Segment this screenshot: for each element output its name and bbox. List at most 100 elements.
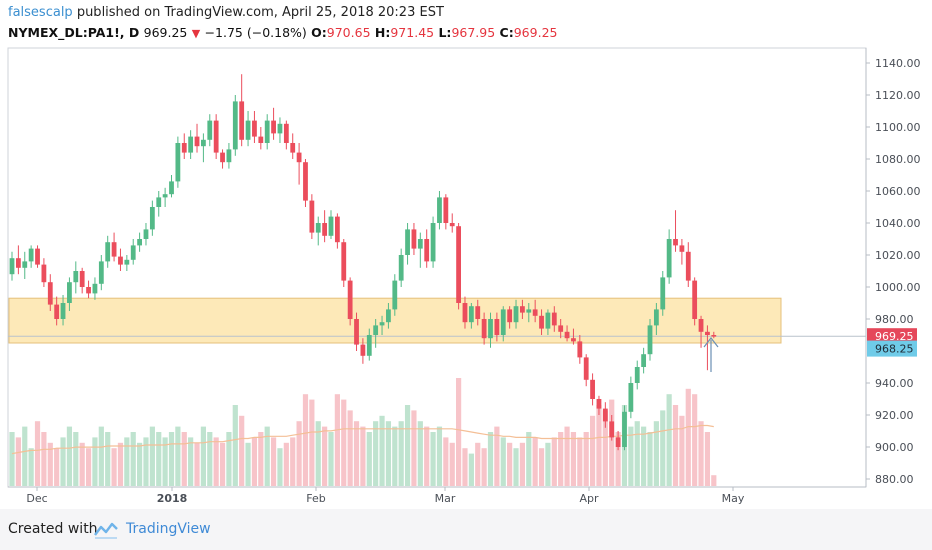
- secondary-price-tag-label: 968.25: [875, 343, 914, 356]
- candles-layer: [9, 74, 717, 451]
- candle: [520, 299, 525, 319]
- candle-body: [577, 341, 583, 358]
- candle: [500, 306, 506, 342]
- last-price-tag-label: 969.25: [875, 330, 914, 343]
- candle-body: [290, 143, 296, 153]
- candle-body: [602, 408, 608, 422]
- price-tick-label: 900.00: [875, 441, 914, 454]
- candle: [456, 223, 461, 310]
- volume-bar: [245, 442, 251, 486]
- candle-body: [545, 312, 551, 329]
- candle: [156, 191, 162, 217]
- candle-body: [679, 245, 685, 252]
- volume-bar: [532, 437, 538, 486]
- price-tick-label: 940.00: [875, 377, 914, 390]
- volume-bar: [641, 426, 647, 486]
- candle-body: [360, 344, 366, 356]
- volume-bar: [309, 399, 315, 486]
- candle-body: [449, 223, 455, 227]
- volume-bar: [436, 426, 443, 486]
- candle-body: [28, 248, 34, 262]
- candle: [685, 242, 691, 287]
- candle: [60, 295, 66, 326]
- volume-bar: [558, 432, 564, 486]
- candle-body: [271, 120, 276, 134]
- volume-bar: [628, 426, 634, 486]
- candle: [583, 354, 589, 387]
- price-tick-label: 920.00: [875, 409, 914, 422]
- candle-body: [341, 242, 347, 281]
- candle: [334, 213, 340, 249]
- symbol-label: NYMEX_DL:PA1!, D: [8, 25, 140, 40]
- candle: [398, 248, 404, 287]
- candle-body: [67, 282, 72, 303]
- candle-body: [15, 258, 21, 268]
- open-value: 970.65: [326, 25, 371, 40]
- candle-body: [258, 136, 264, 143]
- price-chart[interactable]: 1140.00 1120.00 1100.00 1080.00 1060.00 1040.…: [0, 0, 932, 509]
- candle-body: [462, 303, 468, 323]
- price-tick-label: 880.00: [875, 473, 914, 486]
- volume-bar: [385, 421, 392, 486]
- candle: [143, 223, 149, 246]
- price-tick-label: 1040.00: [875, 217, 921, 230]
- candle-body: [379, 322, 385, 326]
- volume-bar: [430, 432, 436, 486]
- time-tick-label: Dec: [26, 492, 47, 505]
- volume-bar: [404, 405, 411, 486]
- volume-bar: [277, 448, 283, 486]
- candle: [296, 143, 302, 185]
- candle-body: [539, 315, 544, 329]
- candle: [181, 133, 187, 159]
- candle: [322, 210, 328, 243]
- candle: [264, 114, 270, 150]
- volume-bar: [475, 442, 481, 486]
- candle-body: [239, 101, 245, 140]
- volume-bar: [449, 442, 455, 486]
- volume-bar: [672, 405, 679, 486]
- volume-bar: [609, 399, 615, 486]
- candle: [468, 303, 474, 329]
- volume-bar: [360, 426, 366, 486]
- candle: [188, 130, 194, 159]
- candle: [602, 402, 608, 428]
- candle: [175, 136, 181, 188]
- open-label: O:: [311, 25, 327, 40]
- candle-body: [322, 223, 328, 236]
- tradingview-brand-link[interactable]: TradingView: [126, 521, 211, 537]
- candle-body: [417, 239, 423, 249]
- candle-body: [653, 309, 659, 326]
- candle-body: [354, 319, 359, 345]
- candle: [41, 258, 47, 287]
- volume-bar: [468, 453, 474, 486]
- candle: [194, 123, 200, 153]
- volume-bar: [513, 448, 519, 486]
- candle: [271, 107, 276, 140]
- candle-body: [175, 143, 181, 182]
- volume-bar: [398, 421, 404, 486]
- volume-bar: [239, 415, 245, 486]
- candle-body: [411, 229, 417, 249]
- volume-bar: [602, 410, 608, 486]
- candle: [551, 306, 557, 332]
- candle-body: [500, 309, 506, 335]
- volume-bar: [577, 437, 583, 486]
- candle-body: [86, 287, 91, 294]
- candle-body: [609, 421, 615, 438]
- candle: [609, 415, 615, 441]
- volume-bar: [456, 378, 462, 486]
- candle-body: [705, 331, 710, 335]
- volume-bar: [9, 432, 15, 486]
- candle: [354, 312, 359, 351]
- volume-bar: [653, 421, 659, 486]
- volume-bar: [545, 442, 551, 486]
- volume-bar: [443, 437, 449, 486]
- tradingview-logo-icon[interactable]: [94, 521, 118, 539]
- candle-body: [711, 335, 717, 337]
- author-link[interactable]: falsescalp: [8, 5, 73, 20]
- volume-bar: [130, 432, 136, 486]
- close-label: C:: [499, 25, 514, 40]
- candle-body: [507, 309, 513, 323]
- candle: [526, 303, 532, 323]
- volume-bar: [596, 405, 602, 486]
